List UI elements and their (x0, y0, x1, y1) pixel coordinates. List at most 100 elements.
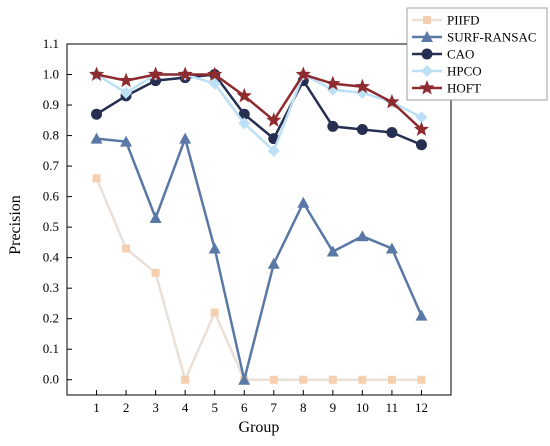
data-point-cao (327, 120, 339, 132)
data-point-piifd (358, 375, 367, 384)
x-tick-label: 12 (415, 400, 428, 415)
y-axis-label: Precision (7, 195, 24, 255)
x-tick-label: 7 (271, 400, 278, 415)
legend-marker (423, 16, 431, 24)
legend-label: PIIFD (447, 13, 480, 28)
legend-label: SURF-RANSAC (447, 30, 537, 45)
data-point-hoft (384, 93, 400, 109)
x-axis-label: Group (239, 419, 280, 436)
legend-label: CAO (447, 47, 474, 62)
data-point-hoft (88, 66, 105, 81)
series-surf-ransac (90, 132, 428, 385)
legend-marker (419, 80, 435, 95)
data-point-hoft (118, 72, 134, 88)
legend-item-cao: CAO (412, 47, 474, 62)
series-layer (88, 66, 430, 385)
data-point-surf-ransac (120, 135, 133, 147)
data-point-surf-ransac (149, 211, 162, 223)
x-tick-label: 10 (356, 400, 369, 415)
data-point-surf-ransac (238, 373, 251, 385)
data-point-cao (91, 108, 103, 120)
data-point-hoft (354, 78, 370, 94)
series-line-hoft (96, 73, 423, 131)
data-point-cao (415, 139, 427, 151)
y-tick-label: 0.0 (43, 372, 59, 387)
y-tick-label: 0.1 (43, 341, 59, 356)
x-tick-label: 2 (123, 400, 130, 415)
axes: 0.00.10.20.30.40.50.60.70.80.91.01.11 2 3 4… (43, 36, 452, 415)
data-point-hoft (266, 112, 282, 127)
legend-marker (421, 31, 433, 42)
x-tick-label: 1 (93, 400, 100, 415)
data-point-piifd (417, 375, 426, 384)
data-point-hpco (267, 144, 280, 157)
y-tick-label: 0.2 (43, 311, 59, 326)
data-point-piifd (181, 375, 190, 384)
data-point-hoft (148, 66, 164, 81)
data-point-piifd (92, 174, 101, 183)
y-tick-label: 0.5 (43, 219, 59, 234)
y-tick-label: 0.7 (43, 158, 60, 173)
legend-item-hoft: HOFT (412, 80, 481, 96)
legend-label: HPCO (447, 64, 482, 79)
data-point-hoft (413, 121, 430, 136)
data-point-cao (386, 127, 398, 139)
legend: PIIFD SURF-RANSAC CAO HPCO HOFT (406, 7, 548, 101)
data-point-piifd (328, 375, 337, 384)
data-point-hpco (120, 86, 133, 99)
data-point-hoft (236, 87, 252, 103)
data-point-piifd (151, 268, 160, 277)
data-point-hoft (207, 66, 223, 81)
plot-frame (66, 43, 452, 396)
x-tick-label: 11 (386, 400, 399, 415)
series-hpco (90, 68, 428, 157)
data-point-hoft (177, 66, 193, 81)
data-point-surf-ransac (356, 230, 369, 242)
data-point-surf-ransac (297, 196, 310, 208)
data-point-hoft (295, 66, 311, 81)
data-point-hpco (208, 77, 221, 90)
data-point-surf-ransac (385, 242, 398, 254)
y-tick-label: 1.0 (43, 67, 59, 82)
x-tick-label: 8 (300, 400, 307, 415)
legend-item-piifd: PIIFD (412, 13, 480, 28)
data-point-piifd (122, 244, 131, 253)
data-point-cao (238, 108, 250, 120)
y-tick-label: 1.1 (43, 36, 59, 51)
x-tick-label: 5 (211, 400, 218, 415)
y-tick-label: 0.3 (43, 280, 59, 295)
series-line-hpco (95, 72, 423, 154)
x-tick-label: 3 (152, 400, 159, 415)
x-tick-label: 9 (330, 400, 337, 415)
legend-marker (421, 65, 433, 77)
x-tick-label: 4 (182, 400, 189, 415)
data-point-hpco (415, 111, 428, 124)
y-tick-label: 0.9 (43, 97, 59, 112)
data-point-hpco (238, 117, 251, 130)
series-line-surf-ransac (96, 134, 423, 381)
data-point-surf-ransac (90, 132, 103, 144)
data-point-surf-ransac (208, 242, 221, 254)
data-point-piifd (299, 375, 308, 384)
series-line-piifd (95, 177, 422, 384)
y-tick-label: 0.4 (43, 250, 60, 265)
series-hoft (88, 66, 430, 136)
legend-item-surf-ransac: SURF-RANSAC (412, 30, 537, 45)
data-point-piifd (269, 375, 278, 384)
data-point-piifd (387, 375, 396, 384)
data-point-surf-ransac (326, 245, 339, 257)
legend-label: HOFT (447, 81, 481, 96)
y-tick-label: 0.8 (43, 128, 59, 143)
data-point-hoft (325, 75, 341, 91)
legend-marker (421, 48, 433, 60)
legend-item-hpco: HPCO (412, 64, 482, 79)
data-point-surf-ransac (267, 257, 280, 269)
data-point-surf-ransac (179, 132, 192, 144)
data-point-piifd (210, 308, 219, 317)
x-tick-label: 6 (241, 400, 248, 415)
data-point-cao (356, 123, 368, 135)
series-piifd (92, 174, 426, 384)
data-point-surf-ransac (415, 309, 428, 321)
y-tick-label: 0.6 (43, 189, 60, 204)
